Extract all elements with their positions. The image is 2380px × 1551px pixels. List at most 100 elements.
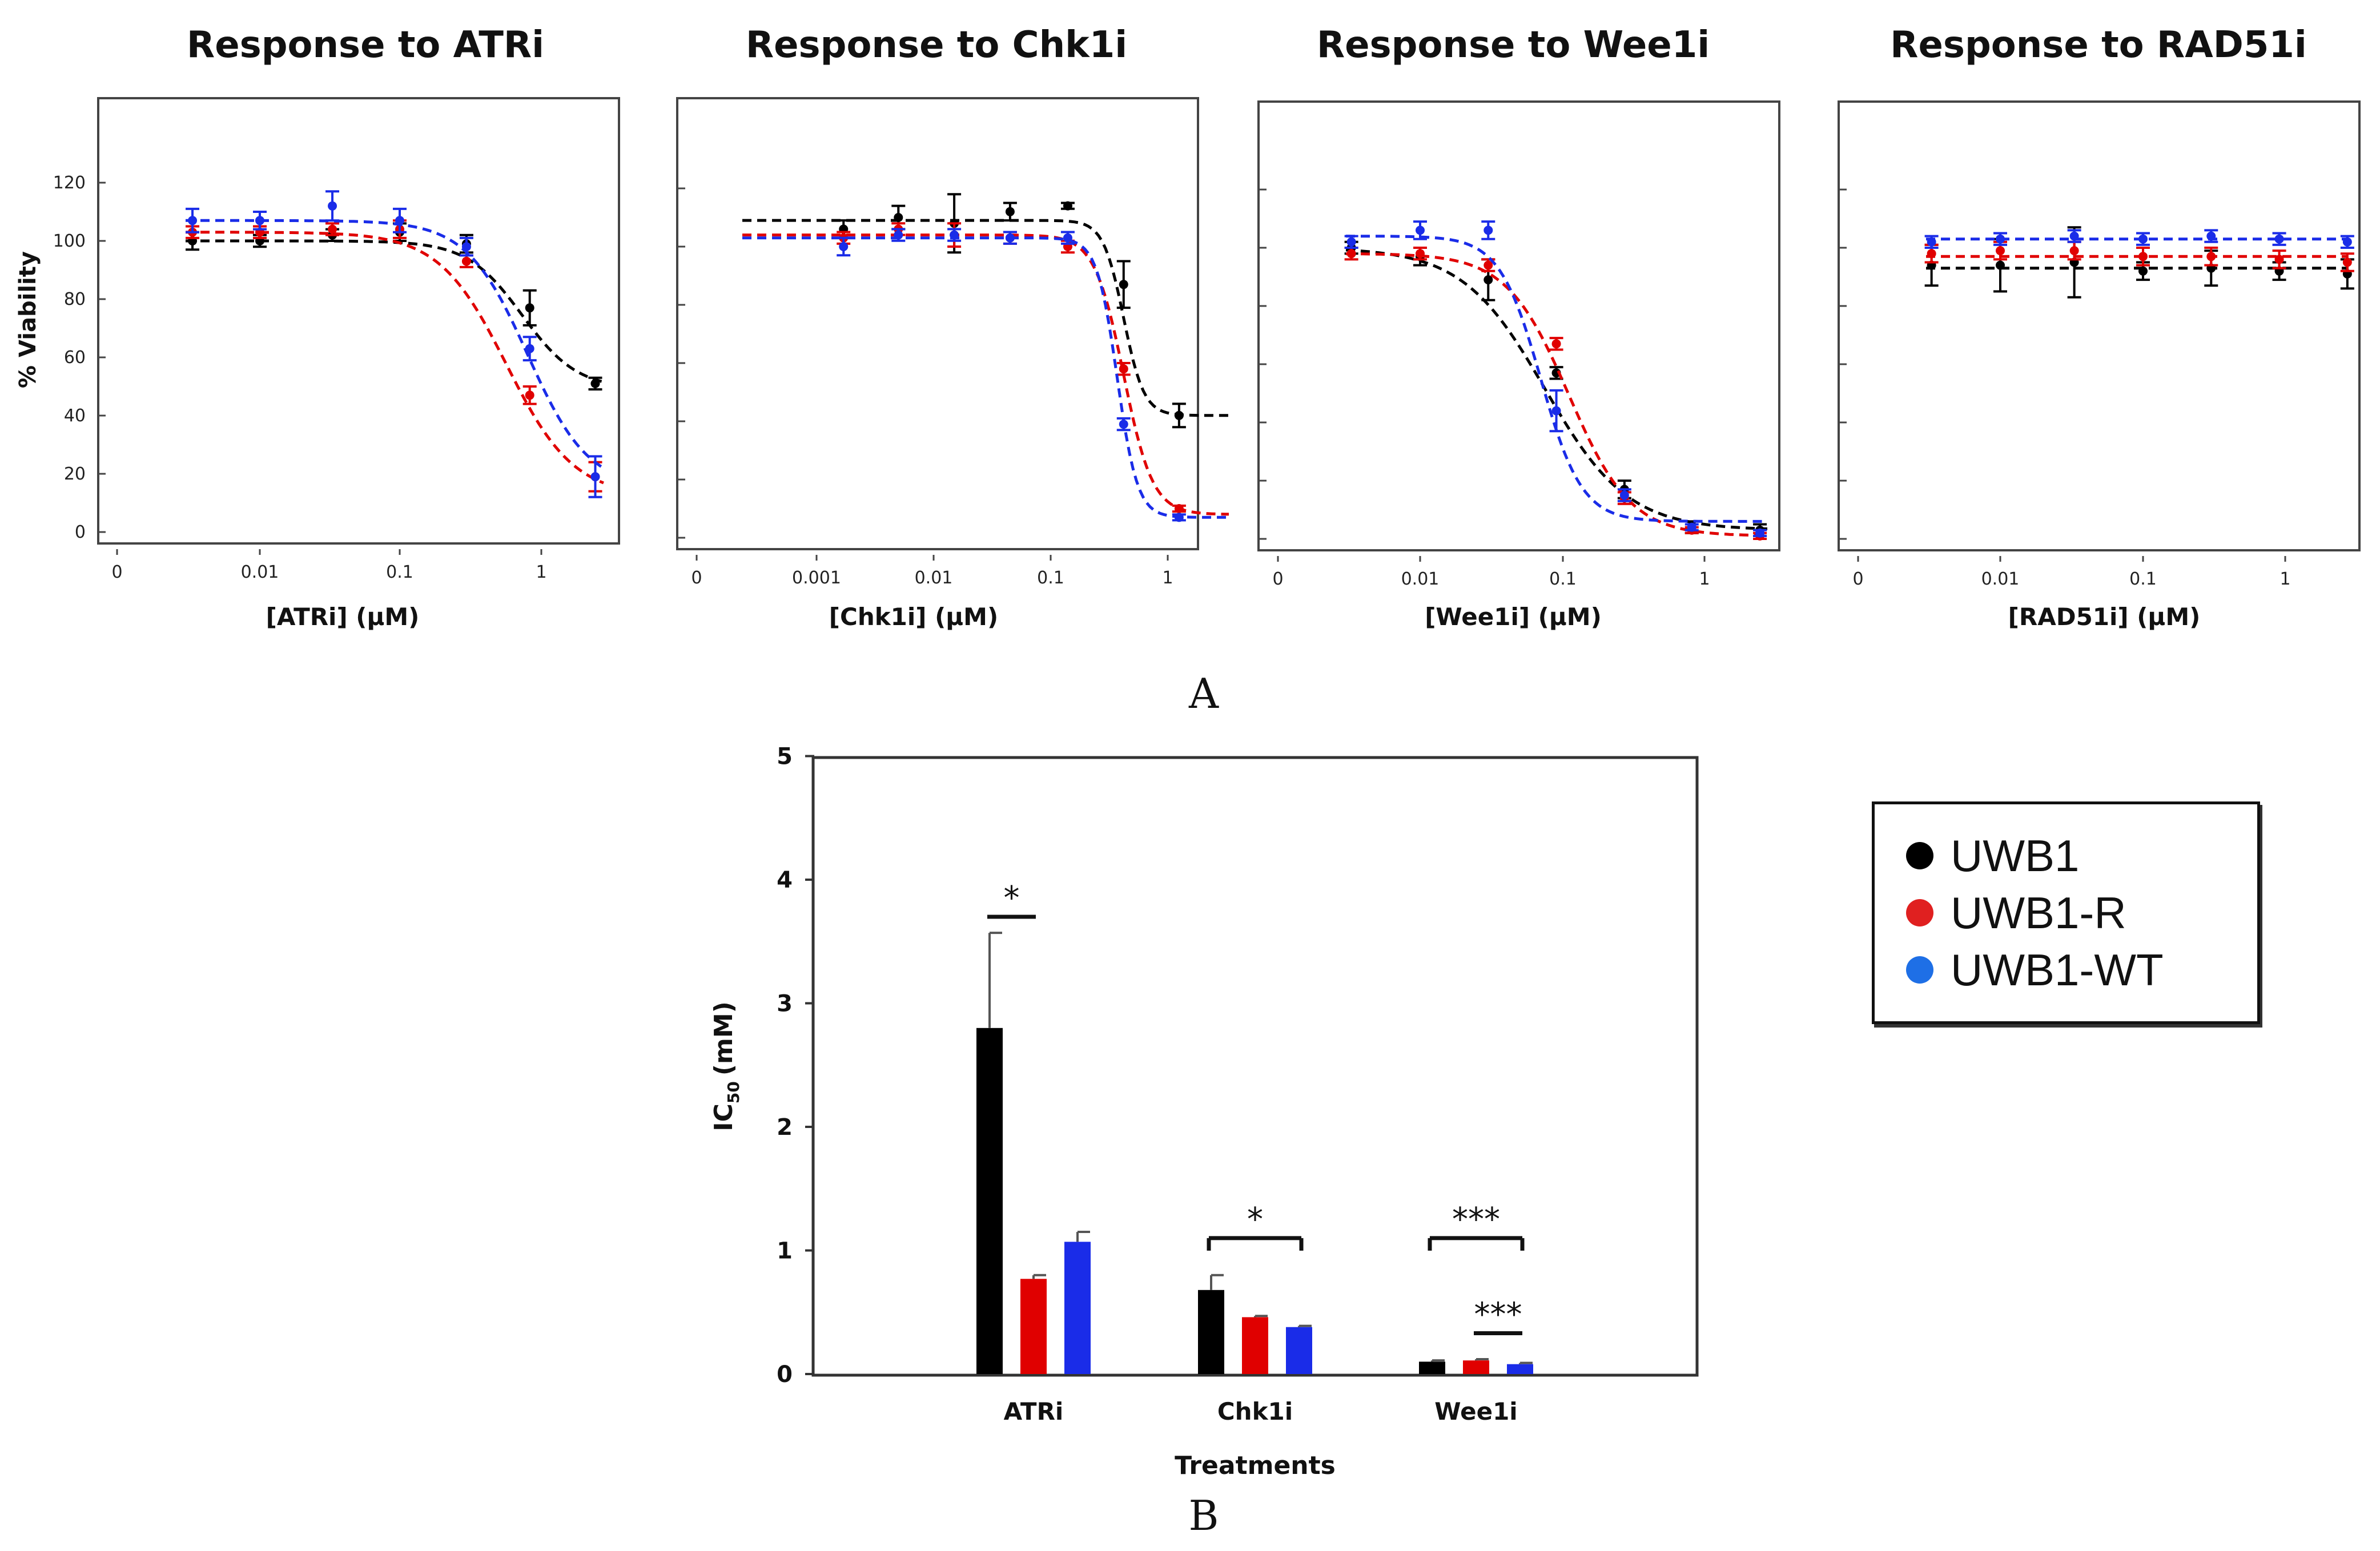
panel-a3-frame bbox=[1257, 100, 1780, 551]
data-point-uwb1-wt bbox=[2342, 237, 2352, 247]
data-point-uwb1 bbox=[590, 378, 600, 388]
data-point-uwb1-wt bbox=[2069, 231, 2079, 241]
x-tick-label: 0.01 bbox=[1401, 569, 1440, 589]
panel-a3-title: Response to Wee1i bbox=[1317, 24, 1710, 66]
y-tick-label: 100 bbox=[53, 231, 86, 251]
data-point-uwb1-wt bbox=[188, 216, 198, 225]
bar-uwb1-r bbox=[1020, 1279, 1047, 1374]
panel-b-y-label-unit: (mM) bbox=[709, 1001, 738, 1075]
y-tick-label: 80 bbox=[64, 289, 86, 309]
fit-curve-uwb1 bbox=[742, 219, 1229, 417]
panel-a1-frame bbox=[97, 97, 620, 545]
legend-entry-uwb1-wt: UWB1-WT bbox=[1906, 944, 2164, 996]
data-point-uwb1-wt bbox=[1619, 490, 1629, 500]
bar-uwb1-wt bbox=[1507, 1364, 1533, 1374]
data-point-uwb1-wt bbox=[525, 344, 534, 353]
panel-a-y-axis-label: % Viability bbox=[15, 251, 41, 388]
data-point-uwb1-wt bbox=[1755, 528, 1765, 538]
x-tick-label: 0 bbox=[111, 562, 122, 582]
category-label: Wee1i bbox=[1434, 1397, 1517, 1425]
panel-b-frame bbox=[811, 756, 1699, 1377]
x-tick-label: 1 bbox=[2280, 569, 2290, 589]
data-point-uwb1-wt bbox=[1927, 237, 1936, 247]
legend-entry-uwb1: UWB1 bbox=[1906, 830, 2079, 881]
y-tick-label: 20 bbox=[64, 464, 86, 484]
fit-curve-uwb1-r bbox=[186, 231, 604, 485]
y-tick-label: 60 bbox=[64, 348, 86, 368]
data-point-uwb1-wt bbox=[2206, 231, 2216, 241]
data-point-uwb1-r bbox=[2274, 255, 2284, 264]
data-point-uwb1 bbox=[2138, 266, 2148, 276]
data-point-uwb1-wt bbox=[590, 472, 600, 482]
significance-marker: *** bbox=[1452, 1201, 1500, 1238]
panel-a-label: A bbox=[1188, 670, 1219, 718]
panel-b-label: B bbox=[1189, 1492, 1219, 1540]
x-tick-label: 0 bbox=[1272, 569, 1283, 589]
data-point-uwb1 bbox=[525, 303, 534, 313]
data-point-uwb1-r bbox=[1174, 504, 1184, 513]
data-point-uwb1 bbox=[1063, 201, 1072, 211]
data-point-uwb1-r bbox=[2206, 252, 2216, 261]
bar-uwb1-r bbox=[1242, 1317, 1268, 1374]
data-point-uwb1-r bbox=[2342, 257, 2352, 267]
panel-a1-x-axis-label: [ATRi] (µM) bbox=[266, 603, 420, 631]
data-point-uwb1-wt bbox=[1996, 234, 2005, 244]
data-point-uwb1-wt bbox=[1005, 233, 1015, 243]
significance-marker: * bbox=[1247, 1201, 1263, 1238]
x-tick-label: 0.1 bbox=[1549, 569, 1577, 589]
x-tick-label: 0.01 bbox=[915, 568, 953, 588]
legend-label: UWB1-R bbox=[1951, 887, 2126, 938]
data-point-uwb1-wt bbox=[1687, 522, 1696, 532]
legend-marker bbox=[1906, 842, 1933, 869]
significance-marker: *** bbox=[1474, 1296, 1522, 1334]
bar-uwb1-wt bbox=[1064, 1242, 1091, 1374]
data-point-uwb1-wt bbox=[1063, 233, 1072, 243]
data-point-uwb1 bbox=[894, 213, 903, 222]
data-point-uwb1-wt bbox=[2274, 234, 2284, 244]
y-tick-label: 2 bbox=[777, 1114, 793, 1141]
legend-label: UWB1-WT bbox=[1951, 944, 2164, 995]
panel-a2-plot: 0 0.001 0.01 0.1 1 bbox=[678, 187, 1229, 588]
fit-curve-uwb1 bbox=[186, 239, 604, 384]
data-point-uwb1-wt bbox=[461, 242, 471, 252]
bar-uwb1 bbox=[1198, 1290, 1224, 1374]
category-label: ATRi bbox=[1004, 1397, 1064, 1425]
x-tick-label: 0 bbox=[1852, 569, 1863, 589]
data-point-uwb1-r bbox=[328, 224, 337, 234]
data-point-uwb1-wt bbox=[1119, 420, 1128, 429]
data-point-uwb1-wt bbox=[1346, 237, 1356, 247]
data-point-uwb1-wt bbox=[950, 230, 959, 240]
data-point-uwb1 bbox=[1174, 410, 1184, 420]
y-tick-label: 0 bbox=[75, 522, 86, 542]
panel-b-y-label-sub: 50 bbox=[724, 1081, 743, 1103]
panel-a1-title: Response to ATRi bbox=[187, 24, 544, 66]
significance-marker: * bbox=[1004, 880, 1020, 917]
y-tick-label: 3 bbox=[777, 991, 793, 1017]
data-point-uwb1-r bbox=[525, 390, 534, 400]
data-point-uwb1-wt bbox=[1484, 225, 1493, 235]
data-point-uwb1-wt bbox=[2138, 234, 2148, 244]
y-tick-label: 120 bbox=[53, 173, 86, 193]
bar-uwb1-r bbox=[1463, 1360, 1489, 1374]
panel-a4-frame bbox=[1838, 100, 2361, 551]
data-point-uwb1-r bbox=[2069, 246, 2079, 256]
bar-uwb1 bbox=[976, 1028, 1003, 1374]
legend: UWB1 UWB1-R UWB1-WT bbox=[1872, 801, 2260, 1024]
panel-a2-title: Response to Chk1i bbox=[746, 24, 1127, 66]
legend-marker bbox=[1906, 899, 1933, 926]
data-point-uwb1-r bbox=[1119, 364, 1128, 374]
data-point-uwb1 bbox=[1484, 275, 1493, 285]
legend-marker bbox=[1906, 956, 1933, 984]
panel-a4-x-axis-label: [RAD51i] (µM) bbox=[2008, 603, 2201, 631]
x-tick-label: 0.1 bbox=[2129, 569, 2157, 589]
data-point-uwb1 bbox=[1996, 260, 2005, 270]
data-point-uwb1-wt bbox=[839, 242, 849, 251]
y-tick-label: 0 bbox=[777, 1361, 793, 1388]
panel-b-y-axis-label: IC50 (mM) bbox=[709, 1001, 743, 1131]
fit-curve-uwb1-r bbox=[742, 233, 1229, 516]
x-tick-label: 0 bbox=[691, 568, 702, 588]
panel-a4-plot: 0 0.01 0.1 1 bbox=[1840, 188, 2354, 589]
panel-a1-plot: 0 20 40 60 80 100 120 0 0.01 0.1 1 bbox=[53, 173, 605, 582]
x-tick-label: 0.001 bbox=[792, 568, 841, 588]
